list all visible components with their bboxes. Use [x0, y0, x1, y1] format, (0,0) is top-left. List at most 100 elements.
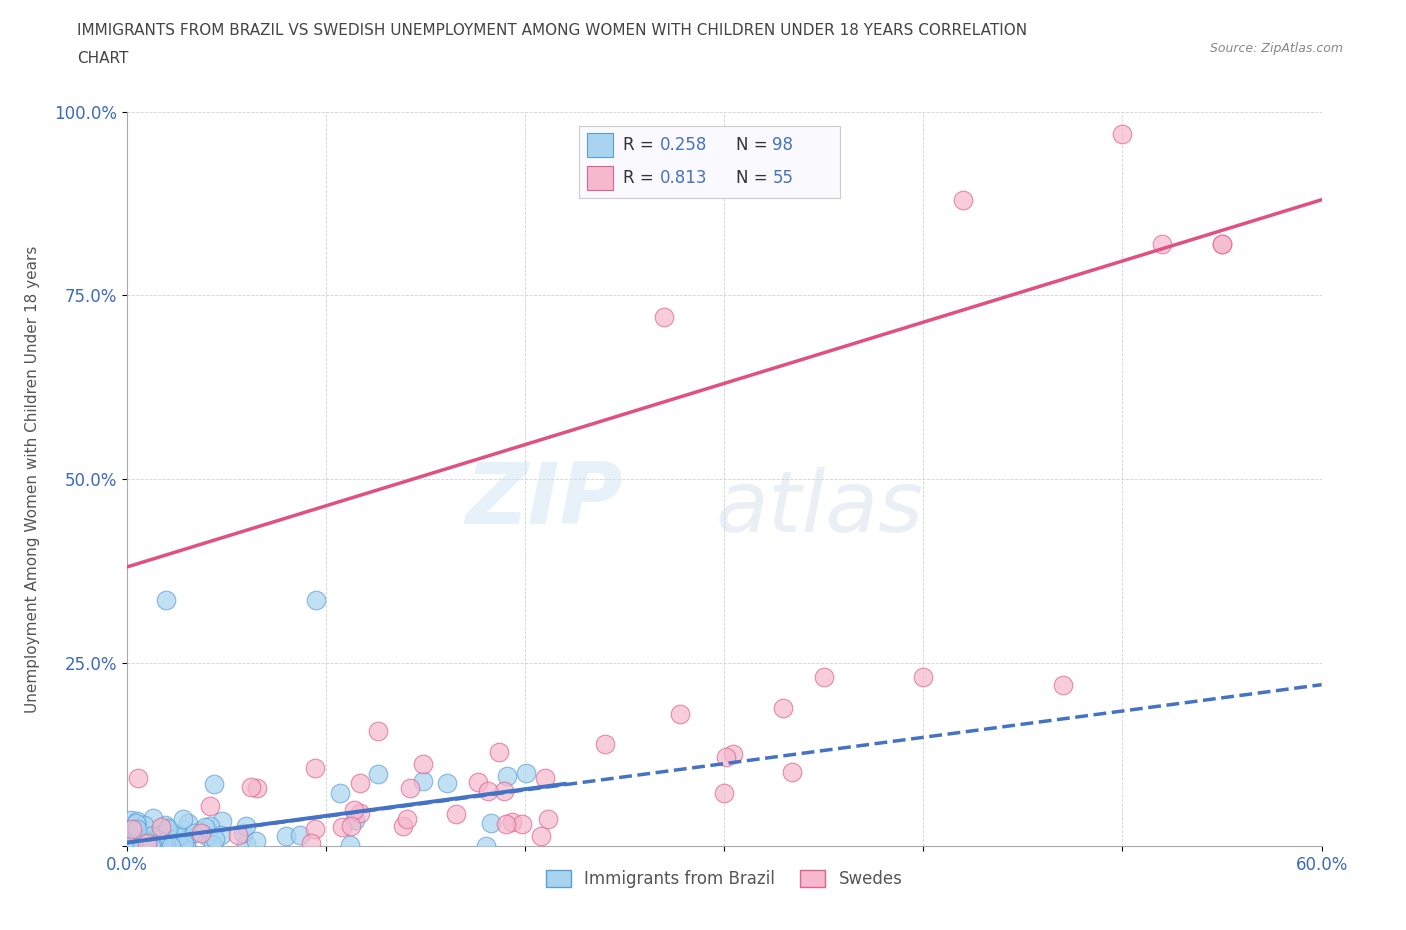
- Point: [235, 818, 257, 833]
- Point: [495, 817, 517, 831]
- Point: [139, 829, 162, 844]
- Point: [204, 831, 226, 846]
- Point: [444, 807, 467, 822]
- Point: [367, 766, 389, 781]
- Point: [149, 828, 172, 843]
- Text: R =: R =: [623, 137, 659, 154]
- Point: [122, 839, 145, 854]
- Point: [129, 838, 152, 853]
- Point: [120, 837, 142, 852]
- Point: [148, 832, 170, 847]
- Point: [139, 839, 162, 854]
- Point: [780, 764, 803, 779]
- Point: [713, 786, 735, 801]
- Point: [537, 812, 560, 827]
- Point: [165, 826, 187, 841]
- Point: [501, 815, 523, 830]
- Point: [198, 798, 221, 813]
- Point: [510, 817, 533, 831]
- Point: [160, 838, 183, 853]
- Text: IMMIGRANTS FROM BRAZIL VS SWEDISH UNEMPLOYMENT AMONG WOMEN WITH CHILDREN UNDER 1: IMMIGRANTS FROM BRAZIL VS SWEDISH UNEMPL…: [77, 23, 1028, 38]
- Point: [226, 828, 249, 843]
- Point: [155, 592, 177, 607]
- Point: [496, 768, 519, 783]
- Point: [122, 836, 145, 851]
- Point: [1052, 677, 1074, 692]
- Point: [174, 835, 197, 850]
- Point: [162, 839, 184, 854]
- Point: [232, 826, 254, 841]
- Point: [153, 817, 176, 832]
- Point: [494, 784, 516, 799]
- Text: 0.258: 0.258: [659, 137, 707, 154]
- Point: [330, 819, 353, 834]
- Point: [1111, 126, 1133, 141]
- Text: N =: N =: [735, 137, 773, 154]
- Point: [912, 670, 935, 684]
- Point: [245, 833, 267, 848]
- Point: [952, 193, 974, 207]
- Point: [202, 777, 225, 791]
- Point: [124, 828, 146, 843]
- Point: [274, 829, 297, 844]
- Point: [117, 828, 139, 843]
- Text: R =: R =: [623, 169, 659, 187]
- Point: [148, 830, 170, 844]
- Point: [156, 822, 179, 837]
- Text: atlas: atlas: [716, 467, 924, 550]
- Point: [343, 803, 366, 817]
- Point: [150, 819, 173, 834]
- Point: [194, 820, 217, 835]
- Point: [395, 812, 418, 827]
- Point: [141, 832, 163, 847]
- Point: [167, 829, 190, 844]
- Legend: Immigrants from Brazil, Swedes: Immigrants from Brazil, Swedes: [537, 862, 911, 897]
- Point: [211, 813, 233, 828]
- Text: ZIP: ZIP: [465, 459, 623, 542]
- Point: [1211, 236, 1233, 251]
- Point: [120, 813, 142, 828]
- Point: [467, 775, 489, 790]
- Point: [240, 780, 263, 795]
- Point: [190, 826, 212, 841]
- Point: [132, 817, 155, 832]
- Point: [160, 838, 183, 853]
- Point: [160, 836, 183, 851]
- Point: [173, 836, 195, 851]
- Point: [669, 707, 692, 722]
- Point: [183, 825, 205, 840]
- Point: [145, 835, 167, 850]
- Point: [129, 832, 152, 847]
- Point: [329, 785, 352, 800]
- Point: [135, 836, 157, 851]
- Point: [534, 770, 557, 785]
- Point: [305, 592, 328, 607]
- Point: [412, 756, 434, 771]
- Point: [122, 837, 145, 852]
- Point: [172, 830, 194, 844]
- Point: [122, 833, 145, 848]
- Point: [304, 821, 326, 836]
- Point: [340, 818, 363, 833]
- Point: [127, 814, 149, 829]
- Point: [343, 813, 366, 828]
- Point: [120, 831, 142, 846]
- Point: [349, 776, 371, 790]
- Point: [162, 832, 184, 847]
- FancyBboxPatch shape: [586, 166, 613, 191]
- Point: [398, 780, 420, 795]
- Point: [299, 835, 322, 850]
- Point: [121, 822, 143, 837]
- Text: 98: 98: [772, 137, 793, 154]
- Point: [153, 835, 176, 850]
- Point: [474, 839, 496, 854]
- Point: [721, 746, 744, 761]
- Point: [202, 837, 225, 852]
- Point: [117, 833, 139, 848]
- Point: [138, 834, 160, 849]
- Point: [530, 829, 553, 844]
- Point: [772, 701, 794, 716]
- Point: [115, 822, 138, 837]
- Point: [152, 834, 174, 849]
- Point: [515, 765, 537, 780]
